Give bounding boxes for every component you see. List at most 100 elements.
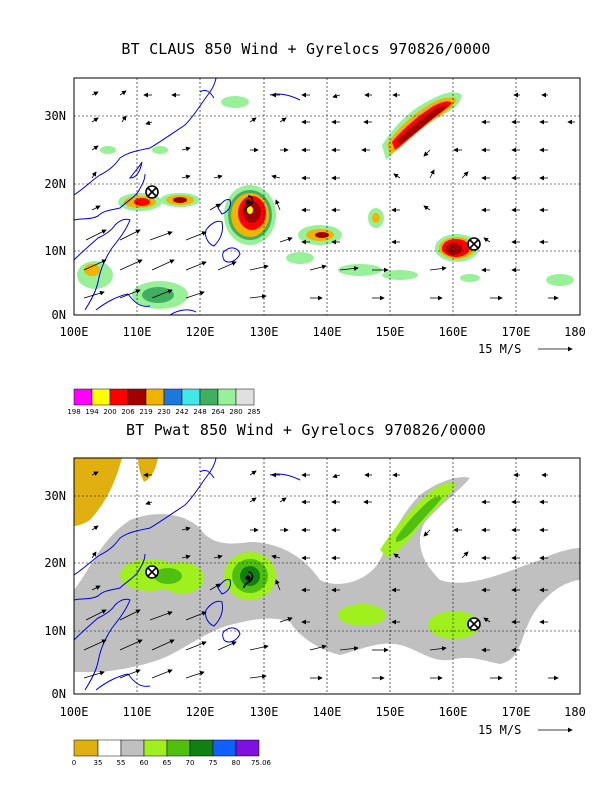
pwat-zone <box>396 496 442 542</box>
colorbar-label: 194 <box>85 408 99 416</box>
pwat-zone <box>154 568 182 584</box>
y-tick: 0N <box>52 687 66 701</box>
pwat-dry-region <box>74 458 122 526</box>
colorbar-swatch <box>181 388 201 406</box>
gyre-marker <box>467 617 481 631</box>
x-tick: 130E <box>250 325 279 339</box>
y-tick: 0N <box>52 308 66 322</box>
colorbar-label: 206 <box>121 408 135 416</box>
reference-vector: 15 M/S <box>478 342 573 356</box>
reference-vector: 15 M/S <box>478 723 573 737</box>
colorbar-label: 35 <box>94 759 103 767</box>
x-tick: 180 <box>564 325 586 339</box>
typhoon-symbol <box>243 195 254 213</box>
colorbar-swatch <box>91 388 111 406</box>
pwat-dry-region <box>138 458 158 482</box>
x-tick: 120E <box>186 705 215 719</box>
colorbar-swatch <box>109 388 129 406</box>
x-tick: 160E <box>439 705 468 719</box>
cloud-blob-south-china <box>118 193 200 211</box>
y-axis-labels: 0N 10N 20N 30N <box>44 109 66 322</box>
map-frame <box>73 77 581 316</box>
x-tick: 170E <box>502 705 531 719</box>
x-tick: 120E <box>186 325 215 339</box>
top-panel-title: BT CLAUS 850 Wind + Gyrelocs 970826/0000 <box>121 40 491 58</box>
colorbar-label: 264 <box>211 408 225 416</box>
x-tick: 100E <box>60 705 89 719</box>
colorbar-swatch <box>235 739 260 757</box>
colorbar-swatch <box>212 739 237 757</box>
colorbar-swatch <box>120 739 145 757</box>
y-tick: 20N <box>44 177 66 191</box>
x-tick: 150E <box>376 325 405 339</box>
bottom-panel-title: BT Pwat 850 Wind + Gyrelocs 970826/0000 <box>126 421 486 439</box>
colorbar-swatch <box>97 739 122 757</box>
colorbar-label: 75.06 <box>251 759 272 767</box>
bottom-map: 0N 10N 20N 30N 100E 110E 120E 130E 140E … <box>44 457 586 767</box>
cloud-blob-philippine-sea <box>224 185 276 245</box>
x-tick: 110E <box>123 705 152 719</box>
coastlines <box>74 78 301 315</box>
y-tick: 10N <box>44 244 66 258</box>
y-tick: 30N <box>44 489 66 503</box>
top-map: 0N 10N 20N 30N 100E 110E 120E 130E 140E … <box>44 77 586 416</box>
cloud-blob-northeast <box>382 92 462 160</box>
y-tick: 30N <box>44 109 66 123</box>
x-tick: 180 <box>564 705 586 719</box>
wind-vectors <box>83 470 559 681</box>
colorbar-label: 65 <box>163 759 172 767</box>
colorbar-swatch <box>163 388 183 406</box>
cloud-field <box>77 92 574 309</box>
colorbar-swatch <box>166 739 191 757</box>
wind-vectors <box>83 90 575 301</box>
pwat-zone <box>428 611 480 639</box>
x-tick: 140E <box>313 705 342 719</box>
colorbar-label: 285 <box>247 408 260 416</box>
gridlines <box>74 458 580 694</box>
map-frame <box>73 457 581 695</box>
colorbar-swatch <box>235 388 255 406</box>
gridlines <box>74 78 580 315</box>
colorbar-label: 219 <box>139 408 152 416</box>
colorbar-label: 200 <box>103 408 116 416</box>
cloud-blob-east <box>435 234 479 262</box>
reference-vector-label: 15 M/S <box>478 342 521 356</box>
colorbar-swatch <box>145 388 165 406</box>
colorbar-label: 230 <box>157 408 170 416</box>
coastlines <box>74 458 301 691</box>
colorbar-swatch <box>217 388 237 406</box>
typhoon-symbol <box>243 571 254 589</box>
colorbar-label: 0 <box>72 759 76 767</box>
colorbar-swatch <box>189 739 214 757</box>
y-tick: 20N <box>44 556 66 570</box>
x-tick: 150E <box>376 705 405 719</box>
colorbar-swatch <box>73 388 93 406</box>
y-tick: 10N <box>44 624 66 638</box>
colorbar-label: 198 <box>67 408 80 416</box>
x-tick: 110E <box>123 325 152 339</box>
x-tick: 100E <box>60 325 89 339</box>
x-axis-labels: 100E 110E 120E 130E 140E 150E 160E 170E … <box>60 705 586 719</box>
pwat-field <box>74 458 580 672</box>
colorbar-label: 242 <box>175 408 188 416</box>
colorbar-label: 60 <box>140 759 149 767</box>
cloud-band-central <box>286 208 574 286</box>
x-tick: 140E <box>313 325 342 339</box>
x-axis-labels: 100E 110E 120E 130E 140E 150E 160E 170E … <box>60 325 586 339</box>
colorbar-label: 248 <box>193 408 206 416</box>
colorbar-label: 75 <box>209 759 218 767</box>
x-tick: 170E <box>502 325 531 339</box>
colorbar-swatch <box>199 388 219 406</box>
reference-vector-label: 15 M/S <box>478 723 521 737</box>
pwat-zone <box>338 604 386 626</box>
cloud-blob-west <box>77 96 249 309</box>
colorbar-label: 80 <box>232 759 241 767</box>
gyre-marker <box>145 185 159 199</box>
y-axis-labels: 0N 10N 20N 30N <box>44 489 66 701</box>
bottom-colorbar: 0 35 55 60 65 70 75 80 75.06 <box>72 739 272 767</box>
gyre-marker <box>467 237 481 251</box>
colorbar-label: 55 <box>117 759 126 767</box>
colorbar-label: 70 <box>186 759 195 767</box>
x-tick: 160E <box>439 325 468 339</box>
x-tick: 130E <box>250 705 279 719</box>
